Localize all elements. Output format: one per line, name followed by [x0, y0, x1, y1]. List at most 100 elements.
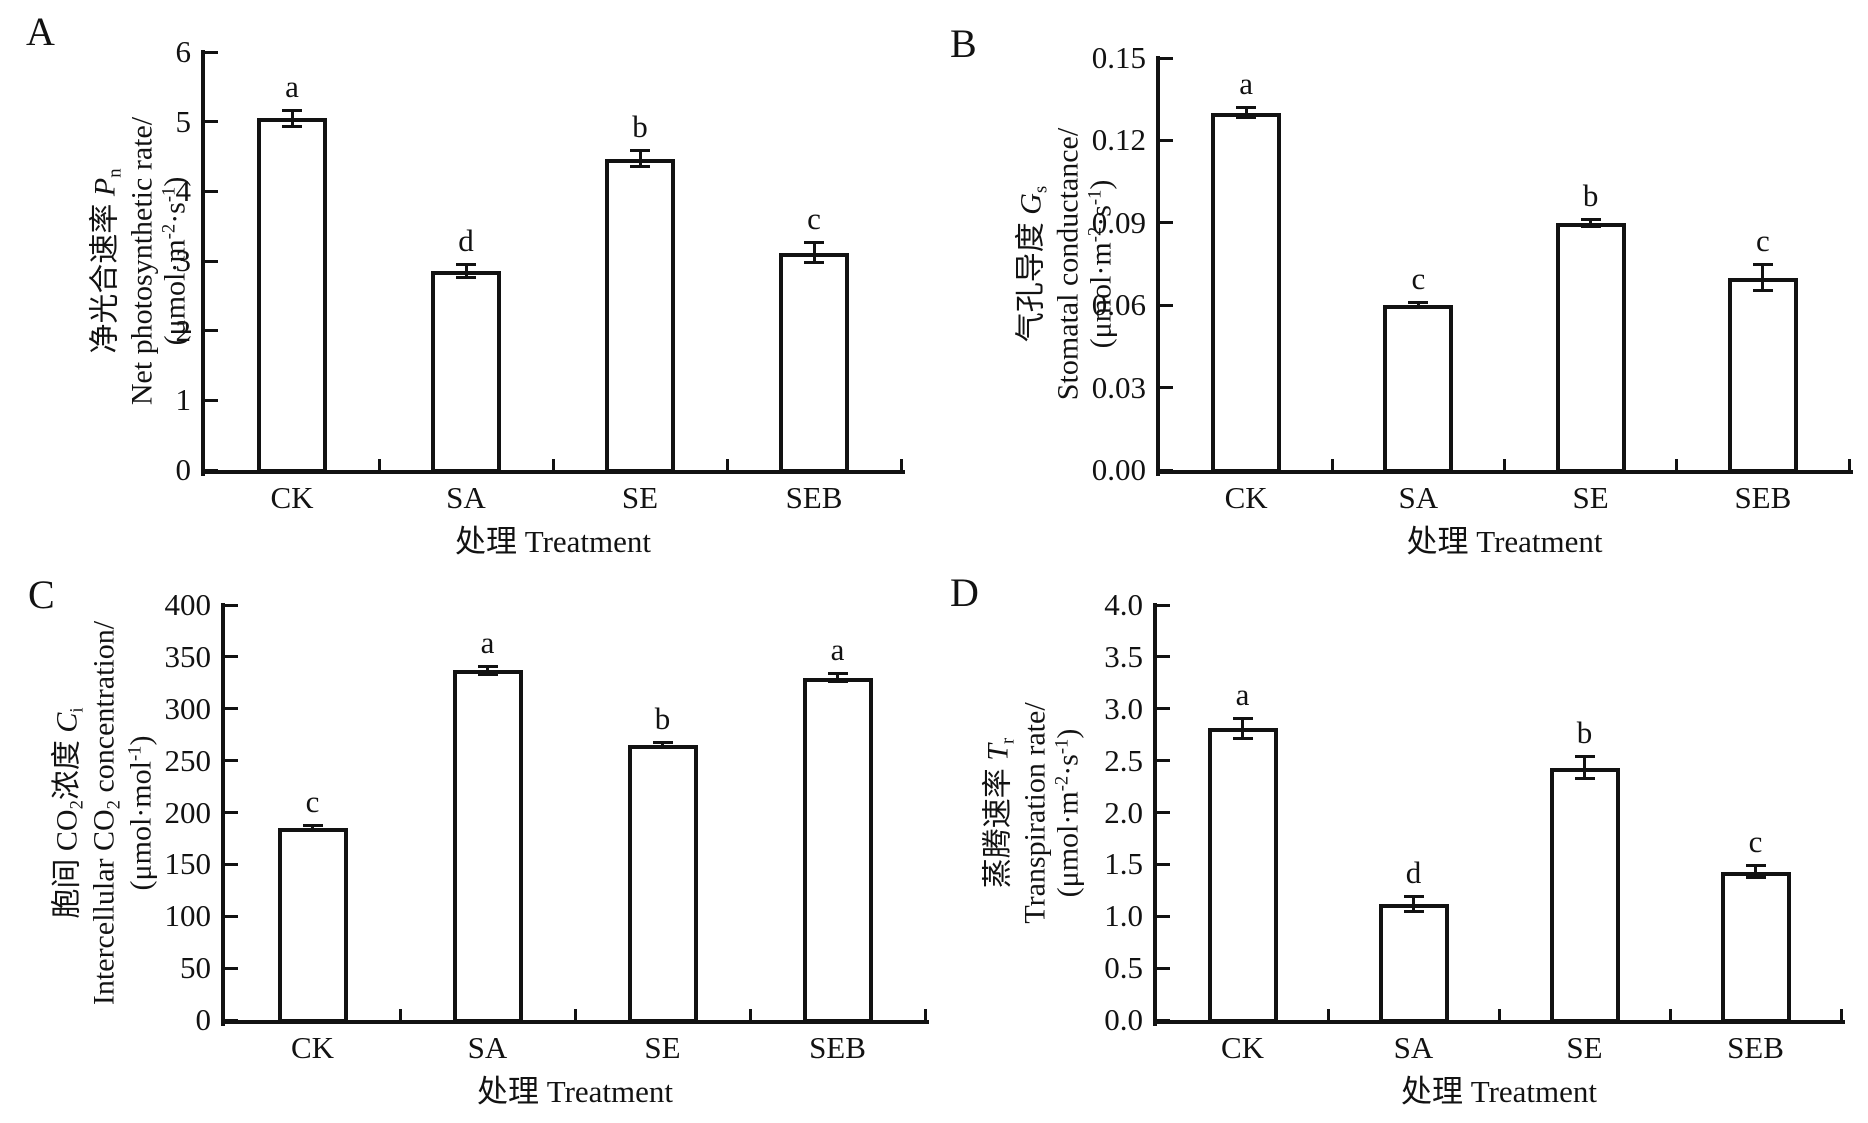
y-tick-label: 0.00 [1091, 452, 1146, 487]
bar [605, 158, 675, 473]
y-tick [1160, 303, 1173, 307]
y-axis-title-line: (μmol·m-2·s-1) [1084, 128, 1122, 400]
y-axis-title-fragment: Stomatal conductance/ [1051, 127, 1085, 401]
error-bar-cap-top [282, 108, 302, 112]
y-tick [225, 862, 238, 866]
y-tick-label: 50 [180, 950, 211, 986]
y-tick [1157, 811, 1170, 814]
y-tick-label: 0.06 [1091, 287, 1146, 323]
y-axis-title: 蒸腾速率 Tr Transpiration rate/(μmol·m-2·s-1) [982, 702, 1089, 923]
bar [627, 745, 698, 1023]
x-axis-title: 处理 Treatment [1406, 524, 1603, 559]
y-tick-label: 3 [175, 243, 192, 278]
y-tick [205, 329, 218, 333]
y-tick [205, 120, 218, 124]
error-bar-stem [638, 150, 642, 167]
x-tick [1675, 459, 1679, 470]
category-label: SE [1572, 480, 1609, 515]
x-axis-title: 处理 Treatment [454, 524, 652, 559]
y-tick-label: 0.12 [1091, 122, 1146, 158]
bar [779, 252, 849, 473]
error-bar-cap-top [1236, 106, 1257, 110]
y-tick-label: 0.0 [1104, 1002, 1143, 1037]
y-axis-title: 净光合速率 Pn Net photosynthetic rate/(μmol·m-… [89, 117, 196, 405]
bar [802, 677, 873, 1023]
y-axis-title-line: 气孔导度 Gs [1015, 128, 1052, 400]
significance-letter: a [830, 632, 845, 668]
y-axis-title-fragment: 胞间 CO [50, 808, 84, 919]
x-tick [377, 459, 381, 470]
error-bar-stem [661, 741, 664, 749]
error-bar-cap-top [456, 263, 476, 267]
category-label: SE [621, 480, 659, 515]
y-axis-title-fragment: 2 [66, 799, 88, 809]
y-axis-title-fragment: -1 [124, 745, 146, 761]
error-bar-cap-bottom [1574, 777, 1595, 781]
error-bar-stem [812, 242, 816, 264]
y-axis-title-fragment: C [50, 712, 84, 733]
y-tick-label: 300 [164, 690, 212, 726]
y-tick [1157, 655, 1170, 659]
y-tick-label: 400 [164, 587, 212, 622]
y-tick-label: 0.03 [1091, 369, 1146, 405]
y-tick [1157, 1018, 1170, 1022]
bar [1378, 903, 1449, 1023]
category-label: SE [644, 1030, 681, 1065]
y-axis-title: 胞间 CO2浓度 Ci Intercellular CO2 concentrati… [51, 620, 162, 1004]
y-tick [1157, 966, 1170, 970]
y-axis-title-fragment: 蒸腾速率 [981, 760, 1015, 888]
error-bar-stem [1761, 264, 1765, 292]
y-tick [205, 398, 218, 402]
significance-letter: c [305, 783, 320, 819]
y-axis-title-fragment: ) [1084, 179, 1118, 190]
y-tick [1157, 759, 1170, 763]
error-bar-cap-top [1580, 217, 1601, 221]
y-axis-line [1153, 603, 1157, 1026]
significance-letter: c [807, 201, 821, 237]
y-tick-label: 100 [164, 898, 212, 934]
error-bar-cap-bottom [804, 261, 824, 265]
panel-A: A 0 1 2 3 4 5 6 a CK d SA b SE c SEB 处理 Treatment 净光合速率 P… [0, 0, 934, 562]
significance-letter: c [1748, 824, 1763, 860]
panel-letter: C [28, 572, 55, 617]
y-tick [225, 603, 238, 607]
error-bar-stem [311, 824, 314, 832]
error-bar-cap-top [804, 241, 824, 245]
y-axis-title-line: 胞间 CO2浓度 Ci [51, 620, 88, 1004]
y-tick [225, 811, 238, 814]
error-bar-cap-bottom [1580, 224, 1601, 228]
panel-D: D 0.0 0.5 1.0 1.5 2.0 2.5 3.0 3.5 4.0 a CK d SA b SE c SE… [934, 561, 1868, 1123]
y-tick [205, 468, 218, 472]
significance-letter: c [1755, 223, 1770, 258]
y-tick [1157, 707, 1170, 711]
category-label: SEB [785, 480, 843, 515]
category-label: SA [467, 1030, 508, 1065]
y-tick-label: 5 [175, 103, 192, 139]
y-tick-label: 0 [195, 1002, 212, 1037]
y-tick [225, 655, 238, 659]
error-bar-stem [1754, 865, 1757, 878]
significance-letter: a [1235, 677, 1250, 713]
error-bar-cap-bottom [827, 679, 848, 683]
category-label: SEB [809, 1030, 866, 1065]
error-bar-cap-top [477, 665, 498, 669]
y-axis-title-line: (μmol·mol-1) [124, 620, 162, 1004]
panel-letter: D [950, 570, 979, 615]
error-bar-cap-bottom [652, 746, 673, 750]
y-axis-title-fragment: ·s [158, 202, 192, 224]
significance-letter: b [1576, 715, 1593, 751]
y-axis-title-fragment: Net photosynthetic rate/ [125, 116, 159, 406]
bar [452, 670, 523, 1023]
significance-letter: d [1405, 854, 1422, 890]
category-label: SEB [1727, 1030, 1784, 1065]
y-tick [1157, 914, 1170, 918]
significance-letter: a [1239, 66, 1253, 102]
significance-letter: d [458, 223, 474, 259]
category-label: SEB [1734, 480, 1792, 515]
y-axis-title-fragment: Intercellular CO [87, 808, 121, 1005]
y-tick [225, 966, 238, 970]
category-label: CK [270, 480, 314, 515]
error-bar-stem [1244, 107, 1248, 119]
error-bar-cap-top [1745, 864, 1766, 868]
